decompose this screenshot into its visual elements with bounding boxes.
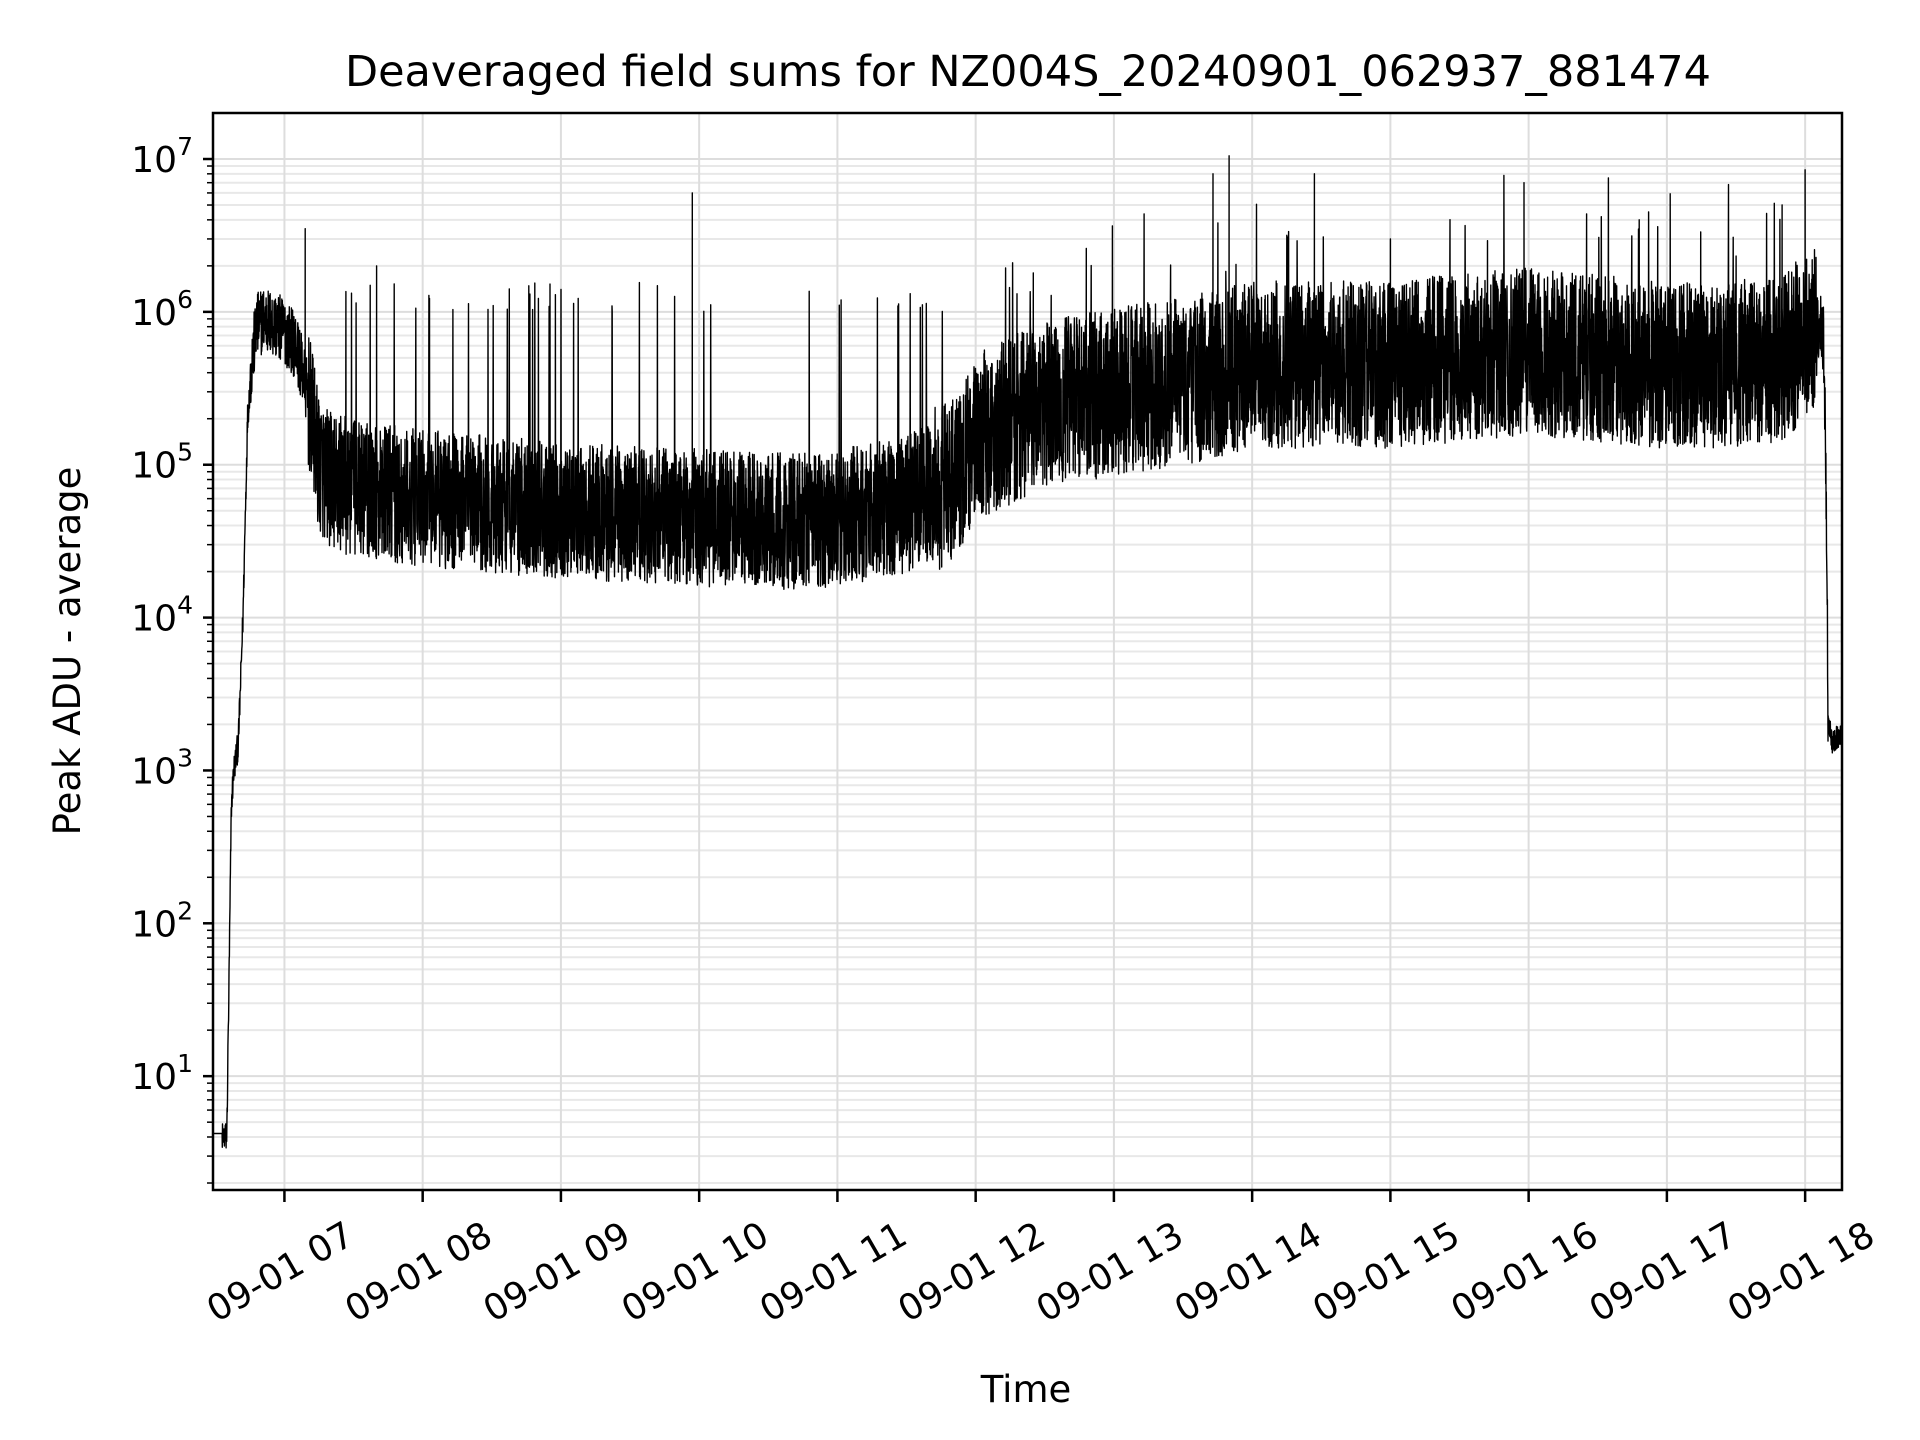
grid xyxy=(213,113,1842,1190)
axis-ticks xyxy=(203,157,1807,1202)
y-tick-label: 106 xyxy=(131,285,193,334)
y-tick-exponent: 4 xyxy=(177,591,193,620)
chart-title: Deaveraged field sums for NZ004S_2024090… xyxy=(345,47,1711,97)
data-series xyxy=(212,155,1843,1149)
y-tick-label: 102 xyxy=(131,896,193,945)
y-tick-label: 103 xyxy=(131,743,193,792)
y-tick-base: 10 xyxy=(131,140,177,181)
y-tick-exponent: 2 xyxy=(177,896,193,925)
y-tick-base: 10 xyxy=(131,293,177,334)
y-axis-label: Peak ADU - average xyxy=(46,467,89,836)
y-tick-exponent: 7 xyxy=(177,132,193,161)
y-tick-exponent: 5 xyxy=(177,438,193,467)
y-tick-base: 10 xyxy=(131,1057,177,1098)
y-tick-label: 101 xyxy=(131,1049,193,1098)
y-tick-base: 10 xyxy=(131,904,177,945)
y-tick-base: 10 xyxy=(131,751,177,792)
y-tick-base: 10 xyxy=(131,446,177,487)
y-tick-exponent: 1 xyxy=(177,1049,193,1078)
y-tick-label: 104 xyxy=(131,591,193,640)
y-tick-base: 10 xyxy=(131,599,177,640)
y-tick-label: 107 xyxy=(131,132,193,181)
y-tick-exponent: 6 xyxy=(177,285,193,314)
y-tick-exponent: 3 xyxy=(177,743,193,772)
series-line xyxy=(212,155,1843,1149)
x-axis-label: Time xyxy=(980,1368,1072,1411)
y-tick-label: 105 xyxy=(131,438,193,487)
